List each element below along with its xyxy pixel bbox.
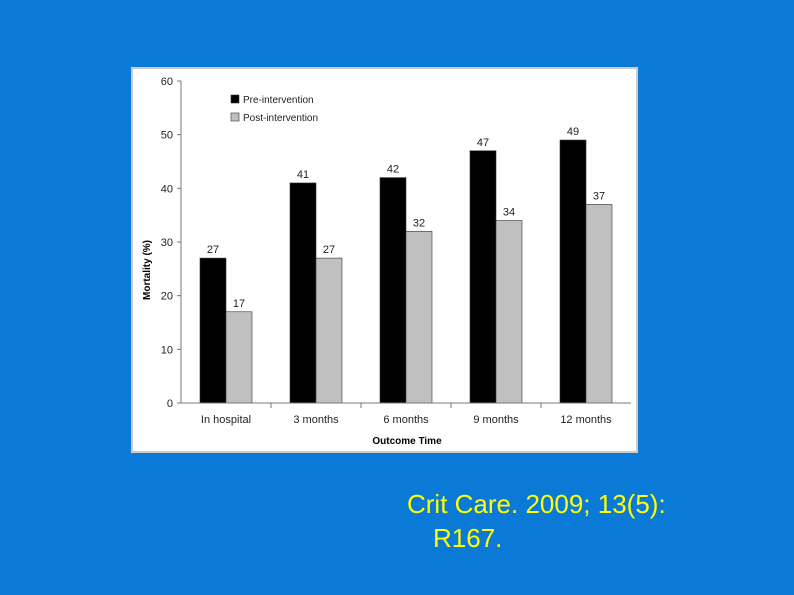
y-tick-label: 60 (161, 76, 173, 88)
bar-value-label: 17 (233, 298, 245, 310)
legend-label: Post-intervention (243, 113, 318, 124)
bar-post (495, 220, 523, 404)
x-tick-label: 12 months (560, 414, 612, 426)
bar-value-label: 47 (477, 137, 489, 149)
y-tick-label: 40 (161, 183, 173, 195)
x-tick-label: In hospital (201, 414, 251, 426)
y-tick-label: 20 (161, 291, 173, 303)
bar-value-label: 49 (567, 126, 579, 138)
y-tick-label: 50 (161, 130, 173, 142)
bar-pre (469, 150, 497, 404)
bar-post (405, 230, 433, 404)
bar-post (225, 311, 253, 404)
mortality-bar-chart: 27 17 41 27 42 32 47 34 49 37 0 10 20 30 40 50 60 In hos… (131, 67, 638, 453)
bar-value-label: 42 (387, 164, 399, 176)
x-tick-label: 9 months (473, 414, 519, 426)
bar-value-label: 32 (413, 217, 425, 229)
y-tick-label: 0 (167, 398, 173, 410)
x-axis-title: Outcome Time (372, 436, 442, 447)
bar-value-label: 27 (323, 244, 335, 256)
bar-post (315, 257, 343, 404)
bar-value-label: 37 (593, 190, 605, 202)
bar-value-label: 27 (207, 244, 219, 256)
legend-swatch (230, 94, 240, 104)
chart-panel: 27 17 41 27 42 32 47 34 49 37 0 10 20 30 40 50 60 In hos… (131, 67, 638, 453)
y-tick-label: 10 (161, 344, 173, 356)
x-tick-label: 6 months (383, 414, 429, 426)
bar-pre (289, 182, 317, 404)
legend-swatch (230, 112, 240, 122)
x-tick-label: 3 months (293, 414, 339, 426)
y-axis-title: Mortality (%) (142, 240, 153, 300)
legend-label: Pre-intervention (243, 95, 314, 106)
bar-pre (199, 257, 227, 404)
y-tick-label: 30 (161, 237, 173, 249)
bar-post (585, 204, 613, 404)
citation-text: Crit Care. 2009; 13(5): R167. (407, 487, 666, 555)
chart-frame (131, 67, 638, 453)
citation-line-1: Crit Care. 2009; 13(5): (407, 489, 666, 519)
citation-line-2: R167. (433, 523, 503, 553)
bar-pre (379, 177, 407, 404)
bar-value-label: 41 (297, 169, 309, 181)
bar-pre (559, 139, 587, 404)
bar-value-label: 34 (503, 207, 515, 219)
